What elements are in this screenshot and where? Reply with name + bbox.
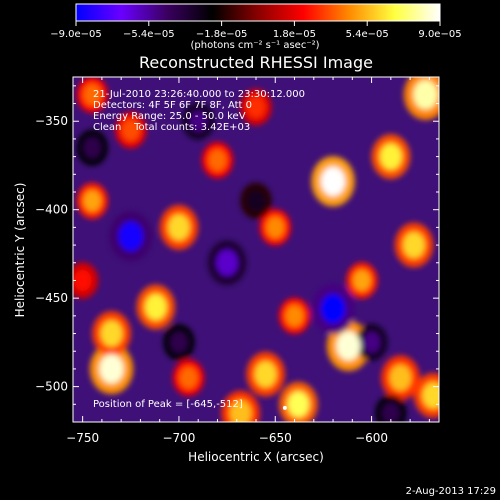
heatmap-blob [83,84,102,106]
algorithm-text: Clean Total counts: 3.42E+03 [93,122,250,133]
heatmap-blob [336,331,361,361]
colorbar-tick-label: −1.8e−05 [196,29,248,40]
heatmap-blob [189,110,207,132]
colorbar-tick-label: 5.4e−05 [346,29,389,40]
heatmap-blob [170,331,188,354]
colorbar: −9.0e−05 −5.4e−05 −1.8e−05 1.8e−05 5.4e−05 9.… [50,3,462,51]
x-tick-label: −750 [66,431,99,445]
detectors-text: Detectors: 4F 5F 6F 7F 8F, Att 0 [93,100,252,111]
footer-date: 2-Aug-2013 17:29 [406,486,496,497]
heatmap-blob [389,364,412,391]
peak-position-text: Position of Peak = [-645,-512] [93,399,243,410]
heatmap-blob [266,216,285,239]
heatmap-blob [403,231,425,259]
heatmap-blob [179,367,198,389]
heatmap-blob [208,149,227,171]
colorbar-tick-labels: −9.0e−05 −5.4e−05 −1.8e−05 1.8e−05 5.4e−05 9.… [50,29,461,40]
y-axis-label: Heliocentric Y (arcsec) [13,183,27,318]
heatmap-plot-area [73,77,439,422]
heatmap-blob [73,269,92,292]
y-axis-ticks: −350 −400 −450 −500 [35,85,439,423]
heatmap-blob [122,119,140,141]
heatmap-blob [118,221,143,251]
colorbar-unit-label: (photons cm⁻² s⁻¹ asec⁻²) [190,40,319,51]
heatmap-blob [83,190,102,212]
x-tick-label: −700 [162,431,195,445]
heatmap-blob [287,391,310,418]
heatmap-blob [168,214,190,241]
heatmap-blob [320,294,346,324]
heatmap-blob [382,402,400,422]
y-tick-label: −350 [35,114,68,128]
y-tick-label: −450 [35,291,68,305]
colorbar-gradient [75,3,441,22]
heatmap-blob [380,143,402,170]
y-tick-label: −500 [35,380,68,394]
colorbar-tick-label: −5.4e−05 [123,29,175,40]
heatmap-blob [247,190,265,212]
x-axis-ticks: −750 −700 −650 −600 [66,77,430,445]
heatmap-blob [229,400,252,422]
heatmap-blob [422,382,439,409]
heatmap-blob [83,137,102,159]
colorbar-tick-label: 1.8e−05 [273,29,316,40]
heatmap-blob [100,320,123,347]
heatmap-blob [353,269,371,292]
y-tick-label: −400 [35,203,68,217]
chart-title: Reconstructed RHESSI Image [139,53,373,72]
heatmap-blob [320,166,346,197]
peak-marker-group [282,405,287,410]
heatmap-blobs [73,77,439,422]
info-annotations: 21-Jul-2010 23:26:40.000 to 23:30:12.000… [93,89,305,410]
x-tick-label: −650 [259,431,292,445]
colorbar-ticks [75,21,441,26]
colorbar-tick-label: −9.0e−05 [50,29,102,40]
colorbar-tick-label: 9.0e−05 [418,29,461,40]
x-axis-label: Heliocentric X (arcsec) [188,450,324,464]
time-range-text: 21-Jul-2010 23:26:40.000 to 23:30:12.000 [93,89,305,100]
heatmap-blob [254,361,277,388]
heatmap-blob [362,331,381,354]
heatmap-blob [99,354,124,384]
heatmap-blob [216,249,238,276]
heatmap-blob [285,305,304,327]
heatmap-blob [413,79,438,110]
peak-marker [282,405,287,410]
heatmap-blob [145,293,167,321]
x-tick-label: −600 [355,431,388,445]
heatmap-blob [247,96,265,118]
energy-range-text: Energy Range: 25.0 - 50.0 keV [93,111,246,122]
